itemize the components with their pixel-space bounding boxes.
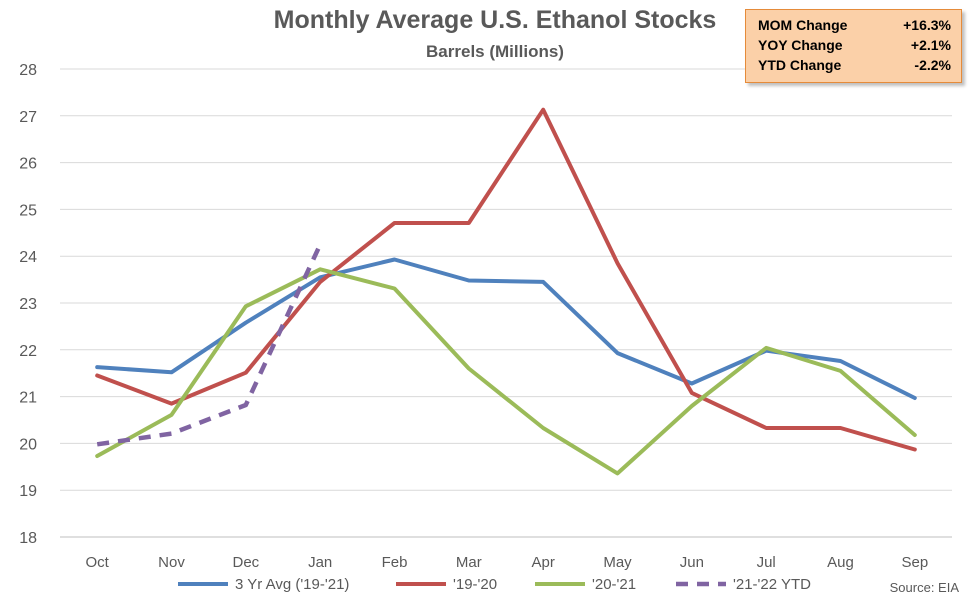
stats-label: YOY Change [758, 37, 843, 53]
stats-box: MOM Change +16.3% YOY Change +2.1% YTD C… [745, 9, 962, 83]
x-tick-label: Jul [757, 554, 776, 571]
legend-label: '19-'20 [453, 576, 497, 593]
stats-value: -2.2% [914, 57, 951, 73]
y-tick-label: 22 [19, 343, 37, 360]
y-tick-label: 24 [19, 249, 37, 266]
x-tick-label: Dec [232, 554, 259, 571]
y-tick-label: 21 [19, 390, 37, 407]
stats-value: +16.3% [903, 17, 951, 33]
x-tick-label: May [603, 554, 632, 571]
legend-label: '21-'22 YTD [733, 576, 811, 593]
y-tick-label: 18 [19, 530, 37, 547]
stats-row-ytd: YTD Change -2.2% [758, 55, 951, 75]
source-note: Source: EIA [889, 580, 959, 595]
series-line-3 [96, 243, 323, 447]
chart-title: Monthly Average U.S. Ethanol Stocks [273, 6, 717, 34]
y-tick-label: 26 [19, 156, 37, 173]
series-line-0 [95, 257, 917, 400]
legend-label: 3 Yr Avg ('19-'21) [235, 576, 349, 593]
y-tick-label: 19 [19, 483, 37, 500]
y-tick-label: 20 [19, 436, 37, 453]
y-tick-label: 25 [19, 202, 37, 219]
y-tick-label: 23 [19, 296, 37, 313]
chart-subtitle: Barrels (Millions) [426, 42, 564, 61]
legend-label: '20-'21 [592, 576, 636, 593]
x-tick-label: Jun [680, 554, 704, 571]
series-line-1 [95, 107, 917, 452]
series-line-2 [95, 267, 917, 476]
stats-label: MOM Change [758, 17, 848, 33]
y-tick-label: 27 [19, 109, 37, 126]
x-tick-label: Nov [158, 554, 185, 571]
stats-value: +2.1% [910, 37, 951, 53]
x-tick-label: Feb [382, 554, 408, 571]
stats-row-yoy: YOY Change +2.1% [758, 35, 951, 55]
x-tick-label: Jan [308, 554, 332, 571]
y-tick-label: 28 [19, 62, 37, 79]
x-tick-label: Apr [531, 554, 554, 571]
stats-row-mom: MOM Change +16.3% [758, 15, 951, 35]
x-tick-label: Oct [85, 554, 109, 571]
x-tick-label: Mar [456, 554, 482, 571]
stats-label: YTD Change [758, 57, 842, 73]
x-tick-label: Aug [827, 554, 854, 571]
x-tick-label: Sep [901, 554, 928, 571]
